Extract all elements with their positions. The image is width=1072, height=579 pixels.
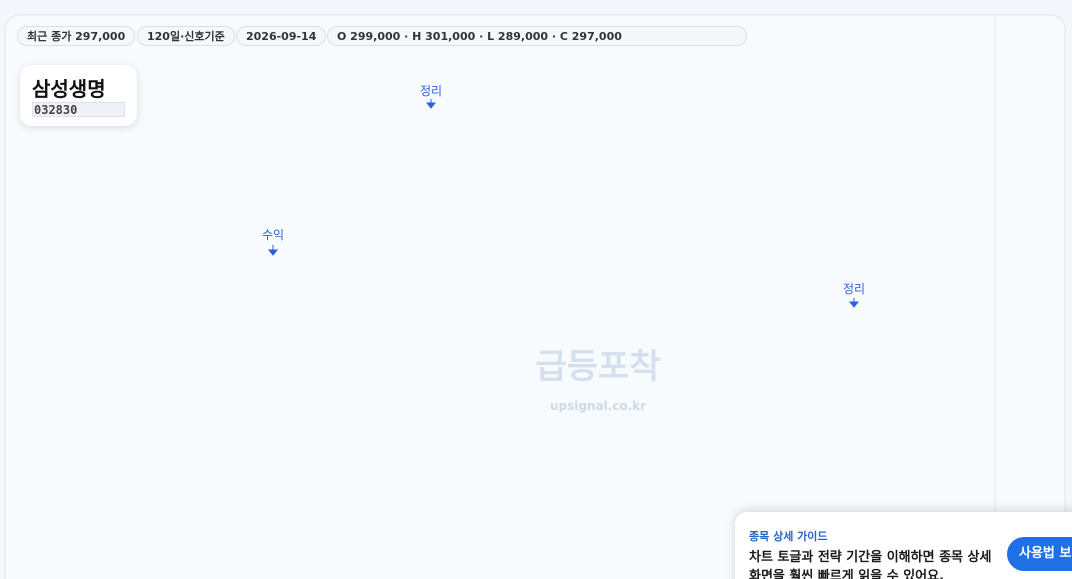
header-pill: O 299,000 · H 301,000 · L 289,000 · C 29… xyxy=(327,26,747,46)
symbol-card: 삼성생명 032830 xyxy=(20,65,137,126)
header-pill: 최근 종가 297,000 xyxy=(17,26,136,46)
annotation-arrow xyxy=(267,245,279,256)
guide-text: 차트 토글과 전략 기간을 이해하면 종목 상세 xyxy=(749,550,992,565)
symbol-name: 삼성생명 xyxy=(32,77,106,101)
annotation-label: 정리 xyxy=(420,84,442,98)
watermark-site: upsignal.co.kr xyxy=(550,399,646,413)
annotation-label: 정리 xyxy=(843,282,865,296)
header-pill: 120일·신호기준 xyxy=(137,26,235,46)
guide-title: 종목 상세 가이드 xyxy=(749,530,828,543)
annotation-label: 수익 xyxy=(262,228,284,242)
watermark-brand: 급등포착 xyxy=(535,347,660,387)
guide-popup: 종목 상세 가이드 차트 토글과 전략 기간을 이해하면 종목 상세 화면을 훨… xyxy=(735,512,1072,579)
annotation-arrow xyxy=(848,298,860,308)
annotation-arrow xyxy=(425,99,437,109)
symbol-code: 032830 xyxy=(32,102,125,117)
annotation: 수익 정리 정리 xyxy=(262,84,865,308)
guide-text: 화면을 훨씬 빠르게 읽을 수 있어요. xyxy=(749,569,945,579)
header-pill: 2026-09-14 xyxy=(236,26,327,46)
chart-panel xyxy=(4,14,1066,579)
guide-button[interactable]: 사용법 보기 xyxy=(1007,537,1072,571)
